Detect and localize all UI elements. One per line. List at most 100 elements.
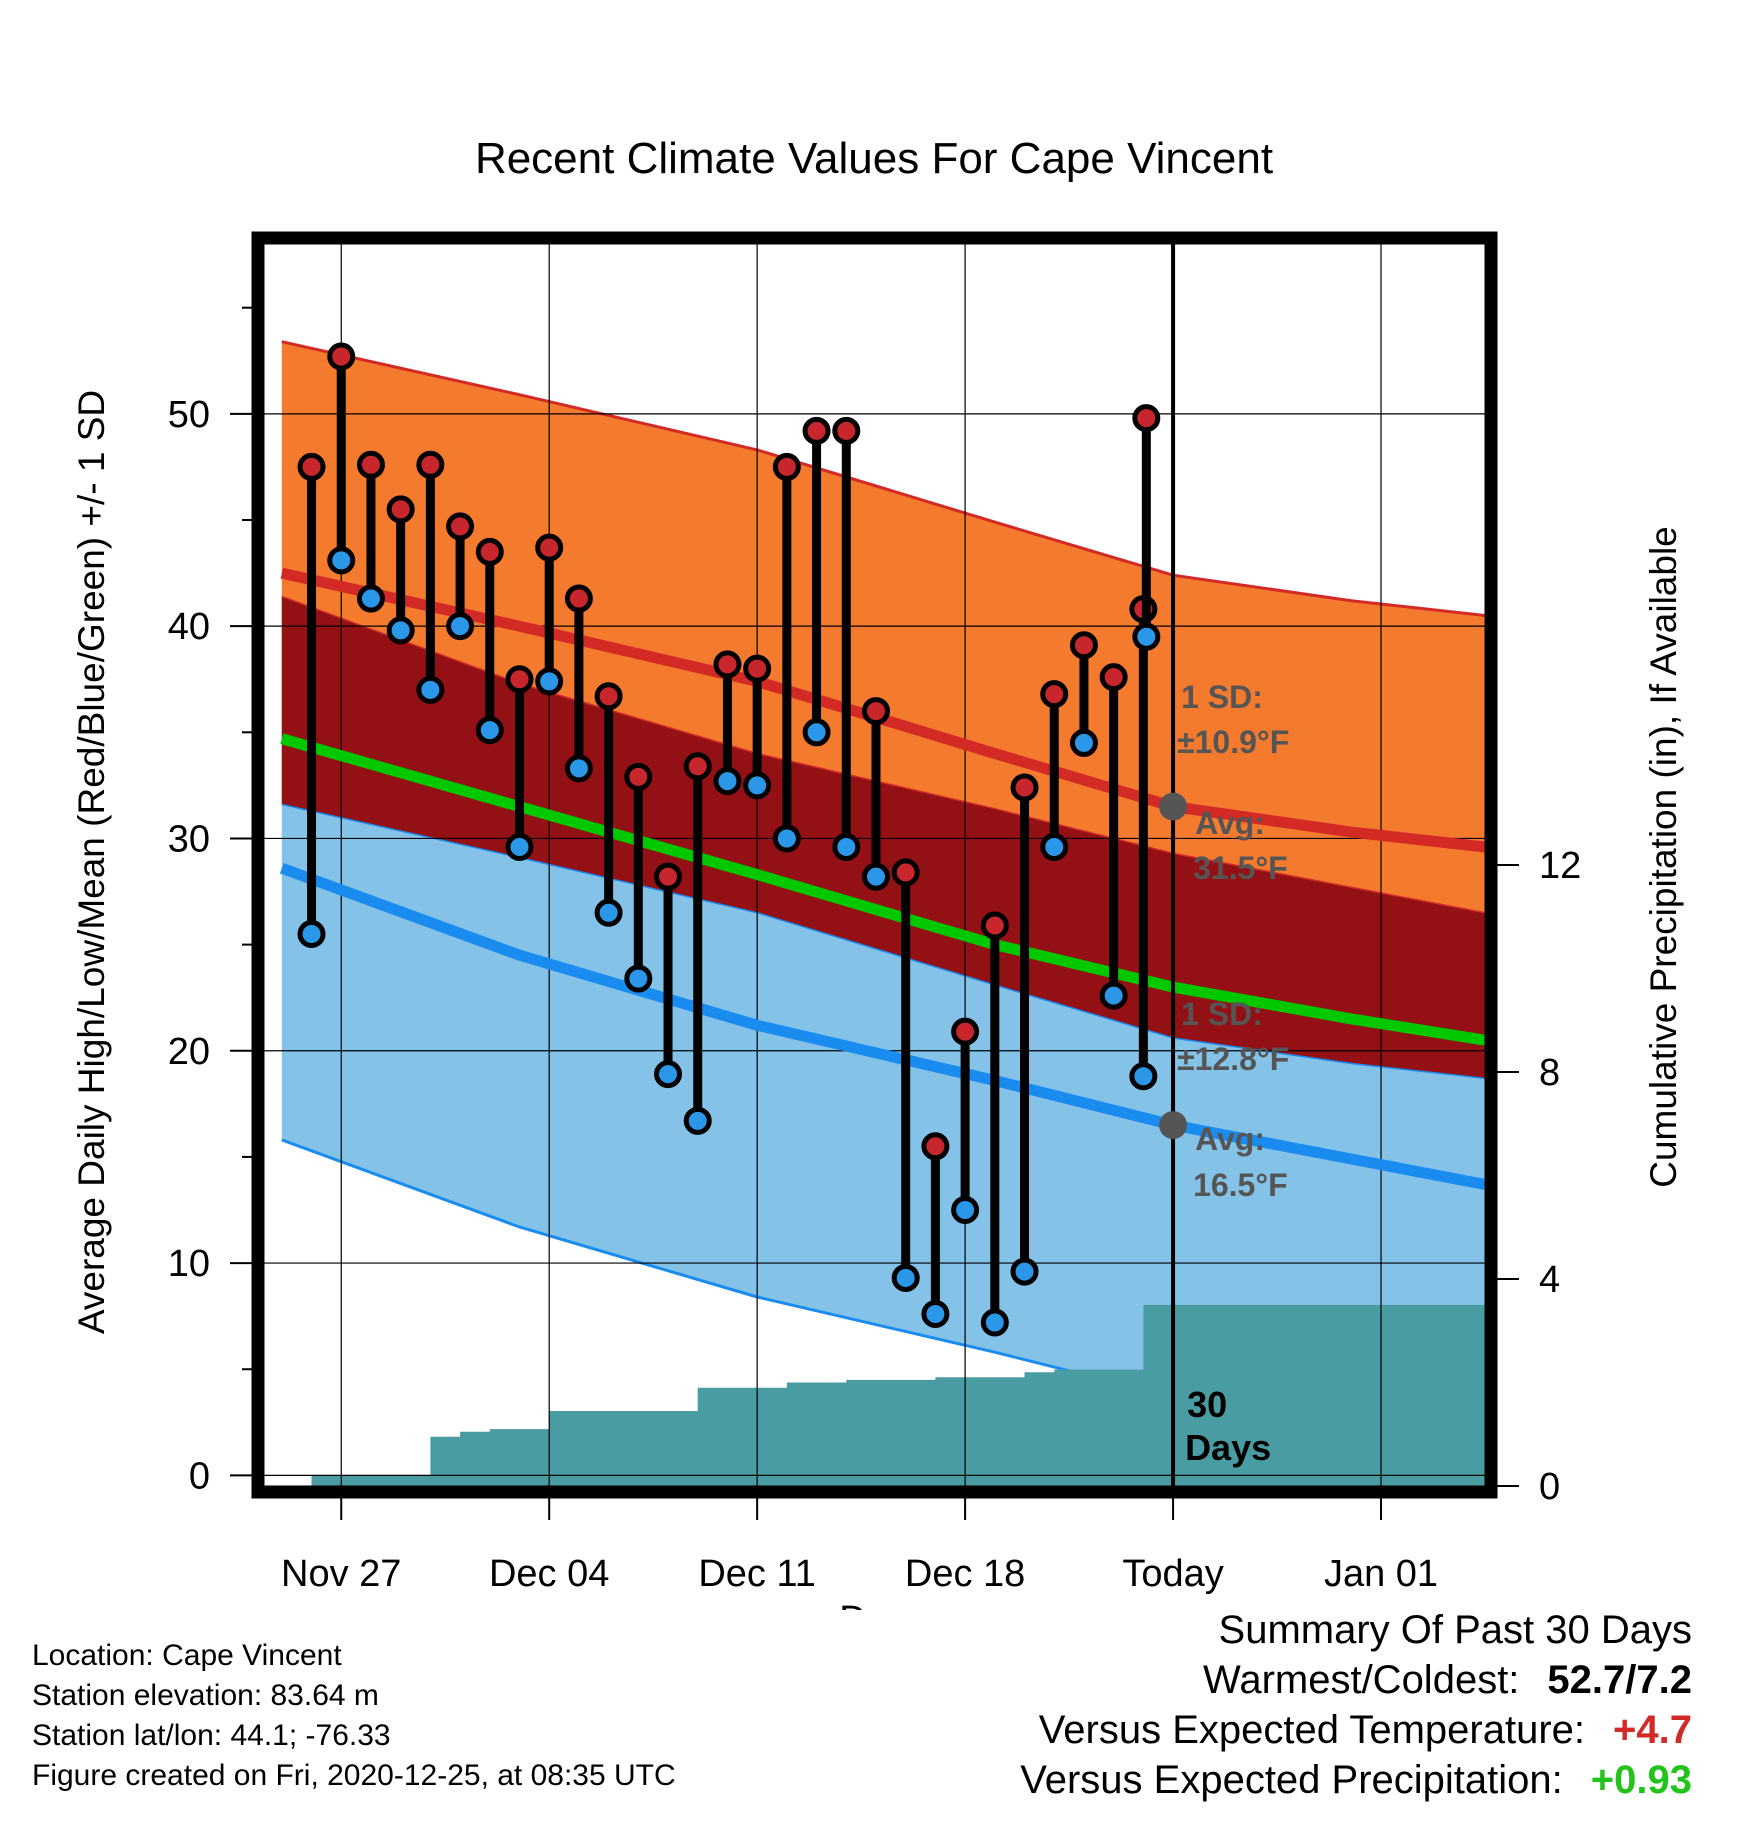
observed-high-marker: [980, 911, 1009, 940]
x-axis-label: Day: [839, 1599, 907, 1610]
observed-high-marker: [416, 450, 445, 479]
temp-departure-value: +4.7: [1613, 1708, 1692, 1752]
summary-title-row: Summary Of Past 30 Days: [792, 1605, 1692, 1655]
normal-high-line: [280, 567, 1485, 853]
low-avg-annotation: Avg:: [1195, 1121, 1265, 1157]
observed-high-marker: [446, 512, 475, 541]
precip-departure-value: +0.93: [1590, 1758, 1692, 1802]
observed-low-marker: [980, 1308, 1009, 1337]
x-tick-label: Dec 04: [489, 1553, 609, 1595]
observed-low-marker: [921, 1300, 950, 1329]
warmest-coldest-row: Warmest/Coldest: 52.7/7.2: [792, 1655, 1692, 1705]
observed-low-marker: [1069, 728, 1098, 757]
observed-low-marker: [1129, 1062, 1158, 1091]
observed-high-marker: [921, 1132, 950, 1161]
summary-panel: Summary Of Past 30 Days Warmest/Coldest:…: [792, 1605, 1692, 1805]
observed-low-marker: [594, 898, 623, 927]
precip-area: [281, 1304, 1485, 1486]
today-normal-high-dot: [1159, 792, 1188, 821]
observed-high-marker: [654, 862, 683, 891]
precip-departure-label: Versus Expected Precipitation:: [1020, 1758, 1563, 1802]
observed-high-marker: [1040, 680, 1069, 709]
observed-high-marker: [505, 665, 534, 694]
warmest-coldest-value: 52.7/7.2: [1547, 1658, 1692, 1702]
observed-high-marker: [713, 650, 742, 679]
station-location: Location: Cape Vincent: [32, 1639, 342, 1672]
observed-low-marker: [505, 832, 534, 861]
observed-high-marker: [1099, 663, 1128, 692]
days-count-annotation: 30: [1187, 1384, 1227, 1425]
today-normal-low-dot: [1159, 1111, 1188, 1140]
observed-high-marker: [743, 654, 772, 683]
observed-low-marker: [624, 964, 653, 993]
observed-high-marker: [564, 584, 593, 613]
observed-low-marker: [1010, 1257, 1039, 1286]
days-label-annotation: Days: [1185, 1427, 1271, 1468]
today-high-marker: [1132, 404, 1161, 433]
observed-low-marker: [356, 584, 385, 613]
observed-high-marker: [861, 697, 890, 726]
x-tick-label: Dec 18: [905, 1553, 1025, 1595]
observed-high-marker: [356, 450, 385, 479]
low-sd-value-annotation: ±12.8°F: [1177, 1041, 1289, 1077]
high-sd-upper-edge: [281, 340, 1485, 617]
high-sd-value-annotation: ±10.9°F: [1177, 724, 1289, 760]
observed-low-marker: [802, 718, 831, 747]
observed-low-marker: [475, 716, 504, 745]
observed-high-marker: [297, 452, 326, 481]
observed-high-marker: [802, 416, 831, 445]
precip-departure-row: Versus Expected Precipitation: +0.93: [792, 1755, 1692, 1805]
observed-low-marker: [1099, 981, 1128, 1010]
observed-low-marker: [564, 754, 593, 783]
summary-title: Summary Of Past 30 Days: [1218, 1608, 1692, 1652]
x-tick-label: Today: [1122, 1553, 1223, 1595]
observed-high-marker: [475, 537, 504, 566]
observed-low-marker: [1040, 832, 1069, 861]
observed-high-marker: [1010, 773, 1039, 802]
observed-high-marker: [327, 342, 356, 371]
y-tick-label-right: 12: [1539, 845, 1581, 887]
observed-high-marker: [683, 752, 712, 781]
y-tick-label-left: 50: [168, 394, 210, 436]
y-tick-label-left: 10: [168, 1243, 210, 1285]
observed-low-marker: [683, 1106, 712, 1135]
observed-low-marker: [654, 1060, 683, 1089]
chart-title: Recent Climate Values For Cape Vincent: [475, 134, 1273, 183]
high-sd-annotation: 1 SD:: [1181, 679, 1263, 715]
observed-low-marker: [743, 771, 772, 800]
observed-high-marker: [772, 452, 801, 481]
y-axis-label-left: Average Daily High/Low/Mean (Red/Blue/Gr…: [71, 390, 112, 1334]
high-avg-annotation: Avg:: [1195, 805, 1265, 841]
observed-low-marker: [386, 616, 415, 645]
y-axis-label-right: Cumulative Precipitation (in), If Availa…: [1643, 526, 1684, 1188]
station-info: Location: Cape Vincent Station elevation…: [32, 1636, 676, 1796]
low-sd-annotation: 1 SD:: [1181, 996, 1263, 1032]
x-tick-label: Nov 27: [281, 1553, 401, 1595]
observed-high-marker: [832, 416, 861, 445]
observed-high-marker: [535, 533, 564, 562]
observed-high-marker: [386, 495, 415, 524]
observed-low-marker: [446, 612, 475, 641]
low-avg-value-annotation: 16.5°F: [1193, 1167, 1288, 1203]
station-elevation: Station elevation: 83.64 m: [32, 1679, 379, 1712]
observed-low-marker: [327, 546, 356, 575]
observed-low-marker: [891, 1263, 920, 1292]
figure-created: Figure created on Fri, 2020-12-25, at 08…: [32, 1759, 676, 1792]
observed-low-marker: [832, 832, 861, 861]
temp-departure-label: Versus Expected Temperature:: [1038, 1708, 1586, 1752]
x-tick-label: Jan 01: [1324, 1553, 1438, 1595]
temp-departure-row: Versus Expected Temperature: +4.7: [792, 1705, 1692, 1755]
today-low-marker: [1132, 622, 1161, 651]
observed-low-marker: [535, 667, 564, 696]
observed-low-marker: [297, 920, 326, 948]
observed-low-marker: [951, 1196, 980, 1224]
observed-low-marker: [861, 862, 890, 891]
y-tick-label-right: 0: [1539, 1466, 1560, 1508]
y-tick-label-left: 30: [168, 818, 210, 860]
y-tick-label-right: 4: [1539, 1259, 1560, 1301]
observed-high-marker: [1069, 631, 1098, 660]
y-tick-label-left: 40: [168, 606, 210, 648]
climate-chart: Recent Climate Values For Cape Vincent 1…: [71, 134, 1684, 1610]
observed-low-marker: [416, 675, 445, 704]
observed-high-marker: [891, 858, 920, 887]
